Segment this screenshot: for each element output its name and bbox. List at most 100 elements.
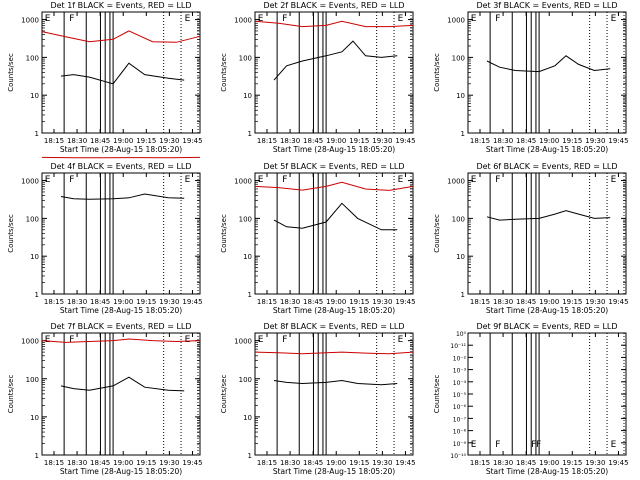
- x-tick-label: 18:45: [90, 137, 110, 145]
- x-tick-label: 18:15: [44, 137, 64, 145]
- chart-panel-3: Det 3f BLACK = Events, RED = LLD 1 10 100 10…: [433, 1, 629, 154]
- series-line-red: [41, 30, 201, 43]
- series-line-black: [273, 379, 398, 386]
- x-tick-label: 19:00: [539, 459, 559, 467]
- marker-label: E: [258, 335, 264, 345]
- y-tick-label: 1: [248, 291, 252, 299]
- marker-label: E: [185, 335, 191, 345]
- x-tick-label: 19:15: [136, 137, 156, 145]
- y-tick-label: 10⁻⁷: [453, 416, 467, 423]
- y-tick-label: 1: [35, 130, 39, 138]
- x-tick-label: 19:00: [326, 298, 346, 306]
- marker-label: E: [185, 14, 191, 24]
- plot-frame: [467, 11, 627, 134]
- y-tick-label: 10: [243, 92, 252, 100]
- y-tick-label: 10⁻⁸: [453, 429, 467, 436]
- marker-label: E: [258, 14, 264, 24]
- y-axis-label: Counts/sec: [433, 375, 441, 414]
- y-tick-label: 1000: [234, 338, 252, 346]
- x-tick-label: 19:45: [395, 137, 415, 145]
- y-tick-label: 10: [456, 253, 465, 261]
- series-line-black: [60, 62, 185, 85]
- x-tick-label: 18:45: [90, 298, 110, 306]
- x-tick-label: 19:15: [562, 137, 582, 145]
- x-tick-label: 18:30: [280, 459, 300, 467]
- x-tick-label: 18:30: [67, 459, 87, 467]
- y-tick-label: 1000: [234, 178, 252, 186]
- x-tick-label: 19:00: [539, 298, 559, 306]
- marker-label: F: [69, 175, 74, 185]
- y-tick-label: 10⁻⁴: [453, 380, 467, 387]
- x-tick-label: 19:30: [159, 298, 179, 306]
- series-line-red: [254, 20, 414, 28]
- y-tick-label: 100: [26, 376, 39, 384]
- x-axis-label: Start Time (28-Aug-15 18:05:20): [486, 467, 608, 476]
- series-line-black: [60, 193, 185, 200]
- x-axis-label: Start Time (28-Aug-15 18:05:20): [486, 145, 608, 154]
- x-tick-label: 18:30: [493, 298, 513, 306]
- marker-label: E: [398, 175, 404, 185]
- y-tick-label: 1: [461, 291, 465, 299]
- x-tick-label: 18:15: [44, 459, 64, 467]
- y-tick-label: 100: [239, 215, 252, 223]
- marker-label: E: [471, 14, 477, 24]
- y-tick-label: 100: [239, 376, 252, 384]
- series-line-black: [273, 202, 398, 231]
- x-tick-label: 19:00: [326, 459, 346, 467]
- x-tick-label: 19:30: [372, 137, 392, 145]
- x-tick-label: 18:30: [493, 459, 513, 467]
- series-line-black: [60, 376, 185, 392]
- marker-label: E: [258, 175, 264, 185]
- plot-frame: [41, 172, 201, 295]
- chart-title: Det 1f BLACK = Events, RED = LLD: [50, 1, 191, 10]
- y-axis-label: Counts/sec: [220, 375, 228, 414]
- marker-label: F: [495, 175, 500, 185]
- x-tick-label: 19:45: [182, 137, 202, 145]
- marker-label: E: [611, 440, 617, 450]
- x-axis-label: Start Time (28-Aug-15 18:05:20): [60, 467, 182, 476]
- marker-label: E: [611, 175, 617, 185]
- x-tick-label: 18:15: [257, 459, 277, 467]
- x-tick-label: 19:00: [113, 459, 133, 467]
- y-axis-label: Counts/sec: [433, 53, 441, 92]
- y-tick-label: 10⁻²: [453, 355, 467, 362]
- chart-title: Det 6f BLACK = Events, RED = LLD: [476, 162, 617, 171]
- x-tick-label: 19:45: [182, 459, 202, 467]
- chart-panel-2: Det 2f BLACK = Events, RED = LLD 1 10 100 10…: [220, 1, 416, 154]
- marker-label: F: [495, 440, 500, 450]
- x-tick-label: 19:45: [608, 459, 628, 467]
- marker-label: E: [398, 14, 404, 24]
- x-tick-label: 18:30: [493, 137, 513, 145]
- y-tick-label: 1000: [21, 17, 39, 25]
- x-tick-label: 18:15: [257, 298, 277, 306]
- x-tick-label: 19:15: [562, 459, 582, 467]
- marker-label: F: [536, 440, 541, 450]
- series-line-black: [273, 40, 398, 81]
- x-tick-label: 18:15: [470, 137, 490, 145]
- y-tick-label: 10⁻¹⁰: [450, 453, 466, 460]
- x-tick-label: 18:45: [516, 298, 536, 306]
- chart-panel-4: Det 4f BLACK = Events, RED = LLD 1 10 100 10…: [7, 156, 203, 315]
- marker-label: F: [282, 335, 287, 345]
- x-tick-label: 19:15: [136, 459, 156, 467]
- y-tick-label: 10⁻⁹: [453, 441, 467, 448]
- chart-panel-5: Det 5f BLACK = Events, RED = LLD 1 10 100 10…: [220, 162, 416, 315]
- series-line-black: [486, 55, 611, 73]
- x-axis-label: Start Time (28-Aug-15 18:05:20): [273, 145, 395, 154]
- chart-panel-6: Det 6f BLACK = Events, RED = LLD 1 10 100 10…: [433, 162, 629, 315]
- x-tick-label: 19:45: [182, 298, 202, 306]
- x-tick-label: 18:45: [303, 137, 323, 145]
- marker-label: E: [471, 440, 477, 450]
- x-tick-label: 19:30: [372, 298, 392, 306]
- x-tick-label: 18:30: [280, 298, 300, 306]
- x-tick-label: 19:45: [395, 459, 415, 467]
- x-tick-label: 18:15: [257, 137, 277, 145]
- plot-frame: [254, 332, 414, 456]
- marker-label: E: [611, 14, 617, 24]
- x-tick-label: 18:45: [90, 459, 110, 467]
- y-tick-label: 10⁻⁶: [453, 404, 467, 411]
- x-tick-label: 18:45: [303, 298, 323, 306]
- marker-label: F: [69, 335, 74, 345]
- y-tick-label: 100: [26, 215, 39, 223]
